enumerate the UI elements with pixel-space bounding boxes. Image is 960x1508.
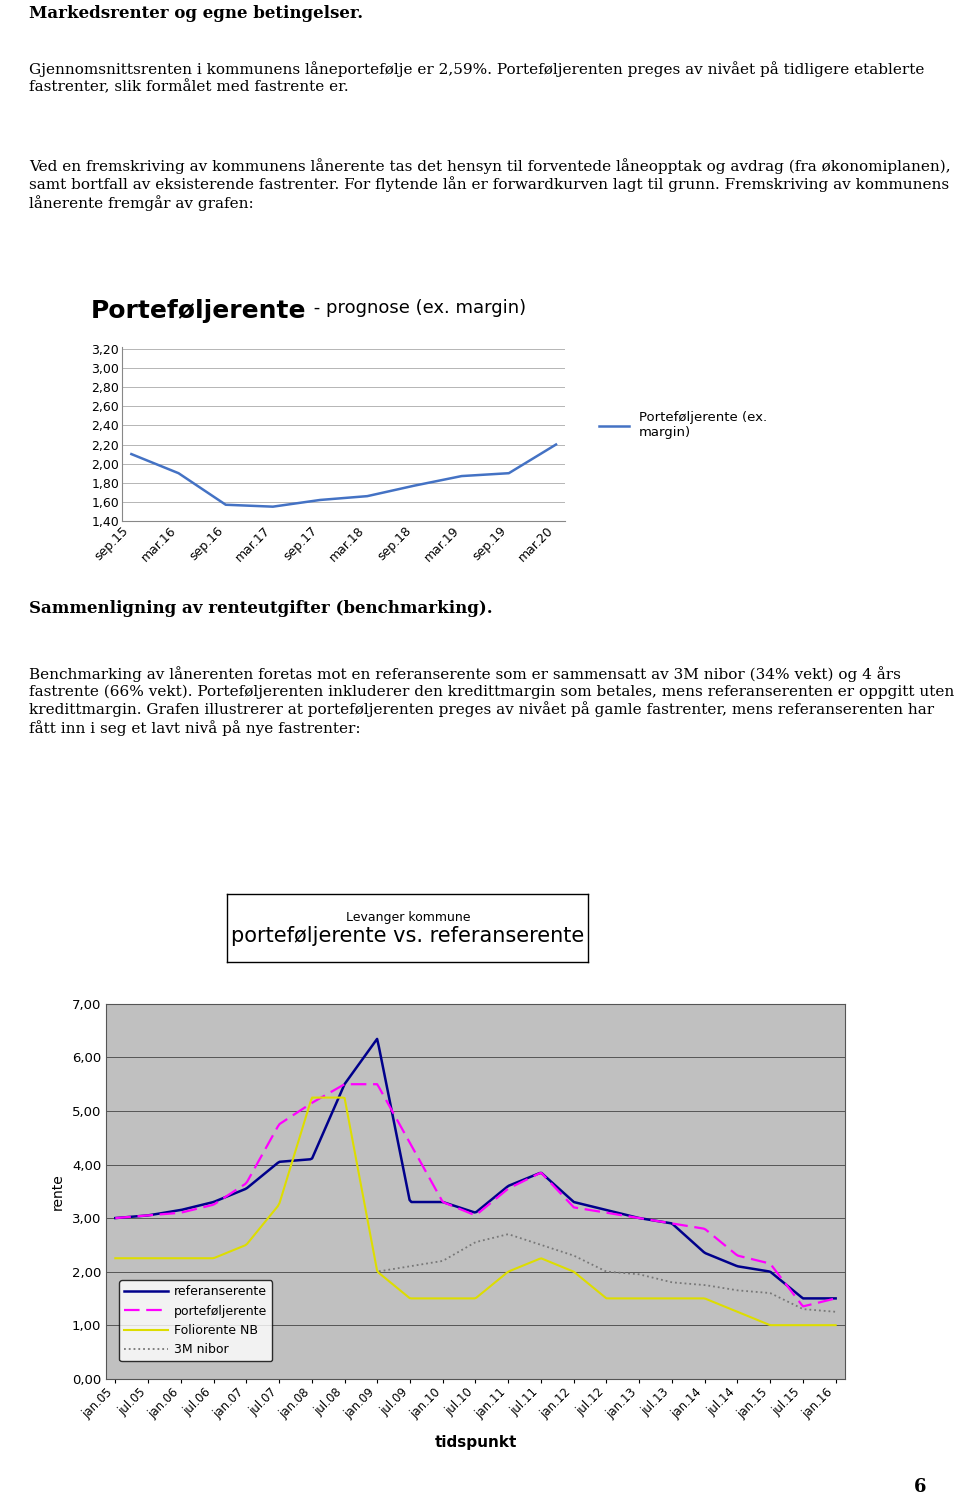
Foliorente NB [765,1316,777,1335]
Foliorente NB [564,1261,576,1279]
3M nibor [682,1274,693,1292]
3M nibor [829,1303,841,1321]
Line: Foliorente NB: Foliorente NB [115,1098,835,1326]
Text: Benchmarking av lånerenten foretas mot en referanserente som er sammensatt av 3M: Benchmarking av lånerenten foretas mot e… [29,667,954,736]
Text: Levanger kommune: Levanger kommune [346,911,470,924]
3M nibor [503,1226,515,1244]
Legend: Porteføljerente (ex.
margin): Porteføljerente (ex. margin) [594,406,773,445]
X-axis label: tidspunkt: tidspunkt [434,1434,516,1449]
Foliorente NB [109,1249,121,1267]
Line: porteføljerente: porteføljerente [115,1084,835,1306]
porteføljerente [635,1209,646,1228]
referanserente [635,1209,646,1228]
Text: - prognose (ex. margin): - prognose (ex. margin) [308,299,526,317]
Text: Ved en fremskriving av kommunens lånerente tas det hensyn til forventede låneopp: Ved en fremskriving av kommunens låneren… [29,158,950,211]
3M nibor [564,1246,576,1264]
referanserente [196,1196,207,1214]
referanserente [109,1209,121,1228]
referanserente [829,1289,841,1307]
Text: 6: 6 [914,1478,926,1496]
3M nibor [534,1235,545,1253]
Text: Porteføljerente: Porteføljerente [91,299,306,323]
Text: Markedsrenter og egne betingelser.: Markedsrenter og egne betingelser. [29,5,363,23]
3M nibor [608,1264,619,1282]
referanserente [396,1155,408,1173]
Text: porteføljerente vs. referanserente: porteføljerente vs. referanserente [231,926,585,946]
porteføljerente [196,1199,207,1217]
referanserente [798,1289,809,1307]
porteføljerente [564,1194,576,1212]
3M nibor [491,1228,502,1246]
referanserente [564,1190,576,1208]
referanserente [372,1030,383,1048]
Legend: referanserente, porteføljerente, Foliorente NB, 3M nibor: referanserente, porteføljerente, Foliore… [119,1280,273,1362]
Line: 3M nibor: 3M nibor [379,1235,835,1312]
3M nibor [373,1262,385,1280]
Y-axis label: rente: rente [51,1173,65,1209]
Foliorente NB [829,1316,841,1335]
Text: Gjennomsnittsrenten i kommunens låneportefølje er 2,59%. Porteføljerenten preges: Gjennomsnittsrenten i kommunens låneport… [29,62,924,93]
Foliorente NB [396,1283,408,1301]
Foliorente NB [346,1128,357,1146]
referanserente [632,1208,643,1226]
porteføljerente [798,1297,809,1315]
porteføljerente [396,1120,408,1139]
porteføljerente [346,1075,357,1093]
porteføljerente [829,1289,841,1307]
3M nibor [548,1240,560,1258]
Foliorente NB [632,1289,643,1307]
Text: Sammenligning av renteutgifter (benchmarking).: Sammenligning av renteutgifter (benchmar… [29,600,492,617]
Foliorente NB [635,1289,646,1307]
referanserente [345,1068,356,1086]
Line: referanserente: referanserente [115,1039,835,1298]
porteføljerente [339,1075,350,1093]
porteføljerente [109,1209,121,1228]
porteføljerente [632,1209,643,1228]
Foliorente NB [306,1089,318,1107]
Foliorente NB [196,1249,207,1267]
